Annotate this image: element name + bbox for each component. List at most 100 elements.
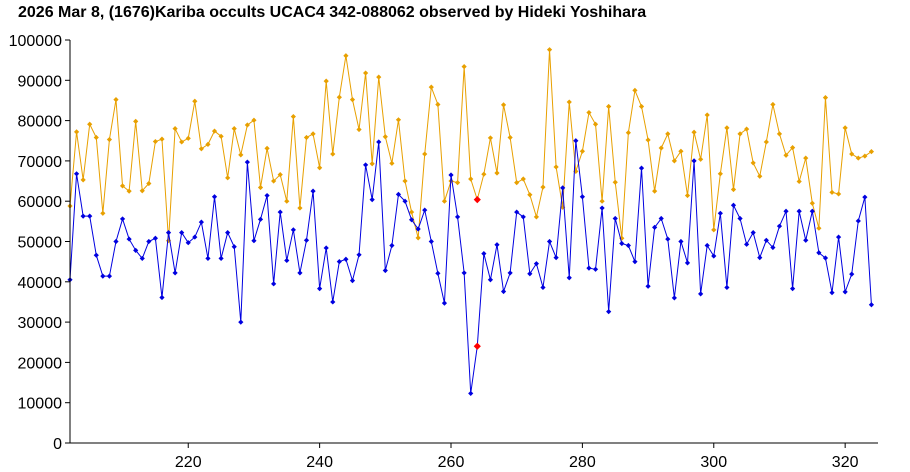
series-2-point	[763, 139, 769, 145]
series-1-point	[356, 252, 362, 258]
series-1-point	[382, 267, 388, 274]
series-2-point	[566, 99, 572, 105]
series-1-point	[500, 288, 507, 295]
series-2-point	[579, 148, 585, 154]
series-1-point	[592, 266, 599, 272]
series-1-point	[251, 238, 257, 244]
series-1-point	[428, 238, 434, 245]
series-1-point	[468, 390, 474, 397]
series-1-point	[790, 286, 796, 292]
series-2-point	[172, 126, 178, 132]
series-2-point	[238, 152, 244, 158]
series-1-point	[487, 277, 494, 283]
series-2-point	[395, 117, 402, 123]
series-2-point	[284, 198, 290, 204]
series-2-point	[139, 188, 145, 194]
series-1-point	[317, 286, 323, 292]
series-1-point	[717, 210, 723, 216]
series-2-point	[244, 122, 250, 128]
series-1-point	[757, 255, 763, 261]
series-2-point	[573, 168, 579, 174]
series-1-point	[119, 216, 126, 222]
series-1-point	[323, 245, 329, 251]
series-2-point	[520, 176, 526, 182]
series-1-point	[238, 319, 244, 325]
series-2-point	[599, 198, 605, 204]
series-2-point	[711, 227, 717, 233]
series-2-point	[126, 188, 132, 194]
series-2-point	[435, 101, 441, 108]
series-1-point	[711, 253, 717, 259]
series-2-point	[606, 103, 612, 110]
series-2-point	[415, 235, 421, 241]
series-2-point	[205, 141, 211, 147]
series-2-point	[349, 97, 356, 103]
series-1-point	[310, 188, 316, 194]
series-2-point	[494, 170, 500, 176]
series-1-point	[671, 295, 677, 301]
series-1-point	[612, 215, 618, 222]
series-2-point	[678, 148, 684, 154]
series-2-point	[146, 180, 152, 187]
series-1-point	[638, 165, 645, 171]
series-1-point	[185, 240, 191, 246]
series-2-point	[408, 209, 415, 215]
series-2-point	[829, 189, 835, 195]
series-1-point	[619, 240, 625, 247]
series-2-point	[317, 165, 323, 171]
series-2-point	[264, 145, 270, 152]
series-1-point	[737, 215, 743, 222]
series-2-point	[645, 137, 651, 143]
series-2-point	[218, 133, 224, 139]
y-tick-label: 0	[53, 436, 62, 453]
series-1-point	[796, 208, 802, 214]
x-tick-label: 240	[306, 454, 333, 471]
series-2-point	[481, 171, 487, 177]
x-tick-label: 260	[438, 454, 465, 471]
series-1-point	[573, 138, 579, 144]
series-1-point	[763, 237, 769, 243]
y-tick-label: 60000	[18, 194, 63, 211]
y-tick-label: 50000	[18, 235, 63, 252]
series-2-point	[389, 160, 395, 166]
series-1-point	[533, 261, 540, 267]
series-2-point	[737, 131, 743, 137]
series-1-point	[783, 208, 789, 214]
series-2-point	[343, 53, 349, 59]
series-1-point	[750, 230, 756, 236]
series-2-point	[231, 126, 237, 132]
series-1-point	[454, 214, 461, 220]
series-1-point	[87, 213, 93, 219]
series-1-point	[770, 244, 776, 251]
series-2-point	[133, 118, 139, 125]
y-tick-label: 20000	[18, 355, 63, 372]
series-2-point	[369, 161, 375, 167]
series-1-point	[678, 238, 684, 245]
series-1-point	[100, 273, 106, 279]
series-2-point	[803, 155, 809, 161]
series-1-point	[540, 284, 546, 291]
series-1-point	[625, 242, 631, 249]
series-1-point	[842, 289, 848, 295]
series-2-point	[290, 113, 296, 120]
series-1-point	[704, 242, 710, 249]
series-1-point	[606, 309, 612, 315]
series-1-point	[448, 172, 454, 178]
series-1-point	[363, 162, 369, 168]
series-2-point	[835, 191, 842, 197]
series-1-point	[172, 270, 178, 276]
series-1-point	[776, 223, 783, 229]
series-2-point	[198, 146, 204, 152]
series-1-point	[415, 226, 421, 232]
series-1-point	[514, 209, 520, 215]
y-tick-label: 90000	[18, 73, 63, 90]
x-tick-label: 320	[832, 454, 859, 471]
series-2-point	[106, 136, 113, 143]
series-2-point	[665, 131, 671, 137]
series-1-point	[402, 198, 408, 204]
series-1-point	[645, 283, 651, 289]
series-2-point	[100, 210, 106, 216]
series-1-point	[257, 216, 264, 222]
series-1-point	[126, 236, 132, 242]
series-2-point	[461, 63, 467, 70]
